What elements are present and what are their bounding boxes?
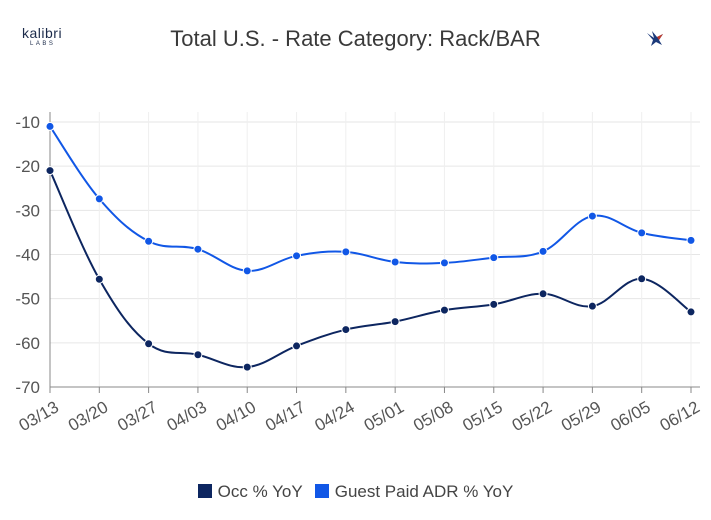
chart-title: Total U.S. - Rate Category: Rack/BAR bbox=[170, 26, 541, 51]
y-tick-label: -60 bbox=[15, 334, 40, 353]
data-point[interactable] bbox=[341, 325, 351, 335]
data-point[interactable] bbox=[193, 244, 203, 254]
bird-icon bbox=[647, 31, 663, 46]
legend-item[interactable]: Occ % YoY bbox=[197, 482, 303, 502]
kalibri-logo: kalibri LABS bbox=[22, 26, 82, 48]
data-point[interactable] bbox=[439, 258, 449, 268]
x-tick-label: 05/08 bbox=[410, 397, 456, 435]
y-tick-label: -40 bbox=[15, 246, 40, 265]
data-point[interactable] bbox=[538, 246, 548, 256]
data-point[interactable] bbox=[94, 194, 104, 204]
x-tick-label: 04/03 bbox=[164, 397, 210, 435]
x-tick-label: 03/13 bbox=[16, 397, 62, 435]
data-point[interactable] bbox=[538, 289, 548, 299]
data-point[interactable] bbox=[292, 341, 302, 351]
x-tick-label: 05/22 bbox=[509, 397, 555, 435]
x-tick-label: 04/10 bbox=[213, 397, 259, 435]
data-point[interactable] bbox=[390, 257, 400, 267]
data-point[interactable] bbox=[144, 339, 154, 349]
logo-sub: LABS bbox=[30, 41, 56, 47]
y-tick-label: -20 bbox=[15, 157, 40, 176]
data-point[interactable] bbox=[637, 228, 647, 238]
data-point[interactable] bbox=[94, 274, 104, 284]
x-tick-label: 06/05 bbox=[607, 397, 653, 435]
data-point[interactable] bbox=[292, 251, 302, 261]
data-point[interactable] bbox=[390, 317, 400, 327]
x-tick-label: 04/17 bbox=[262, 397, 308, 435]
x-tick-label: 05/15 bbox=[459, 397, 505, 435]
data-point[interactable] bbox=[144, 236, 154, 246]
data-point[interactable] bbox=[686, 235, 696, 245]
legend-label: Occ % YoY bbox=[217, 482, 303, 501]
data-point[interactable] bbox=[637, 274, 647, 284]
logo-name: kalibri bbox=[22, 25, 63, 41]
x-tick-label: 05/29 bbox=[558, 397, 604, 435]
data-point[interactable] bbox=[489, 253, 499, 263]
data-point[interactable] bbox=[242, 362, 252, 372]
data-point[interactable] bbox=[686, 307, 696, 317]
data-point[interactable] bbox=[489, 299, 499, 309]
legend-label: Guest Paid ADR % YoY bbox=[334, 482, 514, 501]
x-tick-label: 03/20 bbox=[65, 397, 111, 435]
x-tick-label: 06/12 bbox=[657, 397, 703, 435]
y-tick-label: -10 bbox=[15, 113, 40, 132]
data-point[interactable] bbox=[587, 211, 597, 221]
y-tick-label: -70 bbox=[15, 378, 40, 397]
data-point[interactable] bbox=[341, 247, 351, 257]
data-point[interactable] bbox=[439, 305, 449, 315]
x-tick-label: 05/01 bbox=[361, 397, 407, 435]
x-tick-label: 04/24 bbox=[311, 397, 357, 435]
data-point[interactable] bbox=[193, 350, 203, 360]
data-point[interactable] bbox=[242, 266, 252, 276]
series-line-1 bbox=[49, 125, 692, 272]
x-tick-label: 03/27 bbox=[114, 397, 160, 435]
data-point[interactable] bbox=[45, 166, 55, 176]
series-line-0 bbox=[49, 170, 692, 369]
y-tick-label: -30 bbox=[15, 201, 40, 220]
chart-legend: Occ % YoY Guest Paid ADR % YoY bbox=[0, 482, 711, 502]
data-point[interactable] bbox=[45, 121, 55, 131]
legend-item[interactable]: Guest Paid ADR % YoY bbox=[314, 482, 514, 502]
legend-swatch bbox=[197, 484, 212, 498]
legend-swatch bbox=[314, 484, 329, 498]
data-point[interactable] bbox=[587, 301, 597, 311]
y-tick-label: -50 bbox=[15, 290, 40, 309]
